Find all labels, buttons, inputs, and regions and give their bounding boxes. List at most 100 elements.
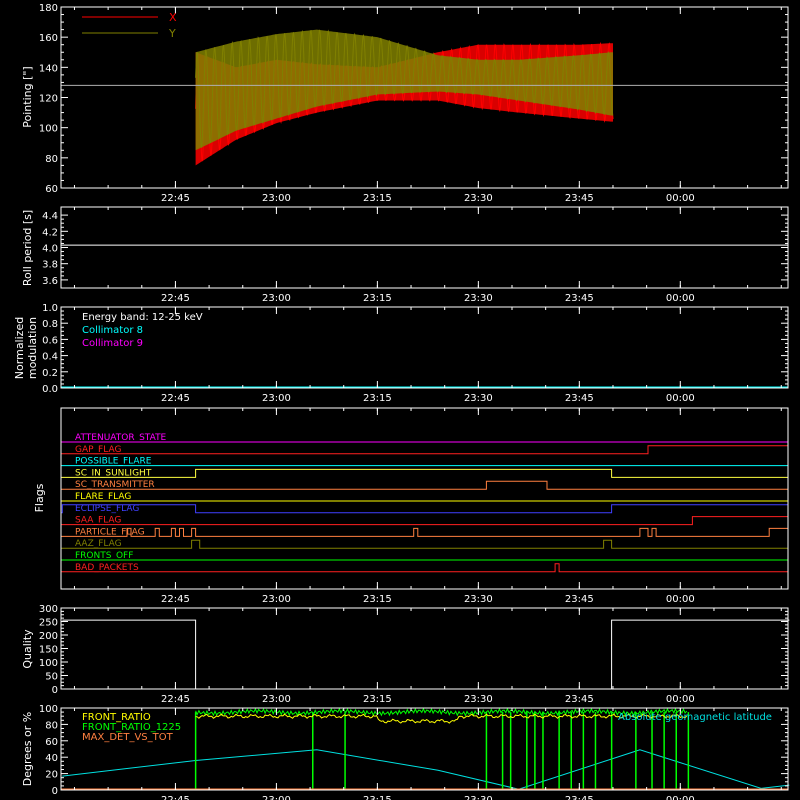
- flag-label-attenuator-state: ATTENUATOR_STATE: [75, 433, 167, 443]
- flags-layer: ATTENUATOR_STATEGAP_FLAGPOSSIBLE_FLARESC…: [61, 433, 789, 573]
- pointing-axes: 22:45 23:00 23:15 23:30 23:45 00:00 60 80 100 120…: [39, 3, 788, 204]
- flag-line-aaz-flag: [61, 539, 788, 549]
- x-tick-label: 22:45: [161, 795, 190, 800]
- pointing-legend: X Y: [82, 11, 177, 40]
- x-tick-label: 23:00: [262, 795, 291, 800]
- energy-band-label: Energy band: 12-25 keV: [82, 312, 203, 323]
- pointing-panel: 22:45 23:00 23:15 23:30 23:45 00:00 60 80 100 120…: [21, 3, 789, 204]
- legend-front-ratio: FRONT_RATIO: [82, 712, 151, 723]
- flag-label-sc-transmitter: SC_TRANSMITTER: [75, 480, 155, 490]
- x-tick-label: 23:00: [262, 694, 291, 705]
- x-tick-label: 22:45: [161, 193, 190, 204]
- y-tick-label: 4.4: [42, 211, 58, 222]
- x-tick-label: 23:45: [565, 293, 594, 304]
- x-tick-label: 23:00: [262, 594, 291, 605]
- y-tick-label: 0: [52, 786, 58, 797]
- y-tick-label: 0.2: [42, 368, 58, 379]
- x-tick-label: 00:00: [666, 393, 695, 404]
- modulation-panel: 22:45 23:00 23:15 23:30 23:45 00:00 0.0 0.2 0.4 0…: [13, 303, 789, 404]
- y-tick-label: 4.0: [42, 244, 58, 255]
- pointing-series-y: [195, 29, 614, 149]
- roll-period-axes: 22:45 23:00 23:15 23:30 23:45 00:00 3.6 3.8 4.0 4…: [42, 207, 788, 304]
- flag-label-possible-flare: POSSIBLE_FLARE: [75, 457, 152, 467]
- x-tick-label: 23:45: [565, 795, 594, 800]
- x-tick-label: 23:15: [363, 193, 392, 204]
- flag-label-aaz-flag: AAZ_FLAG: [75, 539, 122, 549]
- x-tick-label: 00:00: [666, 694, 695, 705]
- x-tick-label: 23:30: [464, 293, 493, 304]
- x-tick-label: 23:45: [565, 694, 594, 705]
- y-tick-label: 120: [39, 94, 58, 105]
- y-tick-label: 160: [39, 33, 58, 44]
- y-tick-label: 300: [39, 604, 58, 615]
- x-tick-label: 23:15: [363, 594, 392, 605]
- x-tick-label: 23:30: [464, 193, 493, 204]
- x-tick-label: 23:45: [565, 594, 594, 605]
- collimator-8-label: Collimator 8: [82, 325, 143, 336]
- x-tick-label: 23:00: [262, 393, 291, 404]
- modulation-axes: 22:45 23:00 23:15 23:30 23:45 00:00 0.0 0.2 0.4 0…: [42, 303, 788, 404]
- y-tick-label: 80: [45, 154, 58, 165]
- x-tick-label: 00:00: [666, 795, 695, 800]
- roll-period-panel: 22:45 23:00 23:15 23:30 23:45 00:00 3.6 3.8 4.0 4…: [21, 206, 789, 304]
- x-tick-label: 23:15: [363, 795, 392, 800]
- y-tick-label: 0: [52, 685, 58, 696]
- x-tick-label: 00:00: [666, 193, 695, 204]
- flag-label-flare-flag: FLARE_FLAG: [75, 492, 131, 502]
- flags-frame: [60, 407, 789, 590]
- quality-panel: 22:45 23:00 23:15 23:30 23:45 00:00 0 50 100 150 2…: [21, 604, 790, 705]
- y-tick-label: 1.0: [42, 303, 58, 314]
- y-tick-label: 140: [39, 63, 58, 74]
- flag-label-sc-in-sunlight: SC_IN_SUNLIGHT: [75, 468, 152, 478]
- y-tick-label: 40: [45, 753, 58, 764]
- flag-label-saa-flag: SAA_FLAG: [75, 516, 121, 526]
- y-tick-label: 100: [39, 658, 58, 669]
- y-tick-label: 60: [45, 184, 58, 195]
- front-ratio-y-label: Degrees or %: [21, 712, 34, 786]
- flag-label-particle-flag: PARTICLE_FLAG: [75, 527, 145, 537]
- legend-geomagnetic-latitude: Absolute geomagnetic latitude: [618, 712, 772, 723]
- y-tick-label: 150: [39, 645, 58, 656]
- modulation-y-label-line2: modulation: [26, 317, 39, 379]
- x-tick-label: 23:00: [262, 293, 291, 304]
- flag-label-fronts-off: FRONTS_OFF: [75, 551, 133, 561]
- y-tick-label: 0.8: [42, 319, 58, 330]
- y-tick-label: 250: [39, 618, 58, 629]
- y-tick-label: 3.6: [42, 276, 58, 287]
- y-tick-label: 0.4: [42, 352, 58, 363]
- y-tick-label: 200: [39, 631, 58, 642]
- y-tick-label: 180: [39, 3, 58, 14]
- roll-period-y-label: Roll period [s]: [21, 210, 34, 286]
- y-tick-label: 4.2: [42, 227, 58, 238]
- x-tick-label: 23:30: [464, 795, 493, 800]
- y-tick-label: 3.8: [42, 260, 58, 271]
- flag-label-eclipse-flag: ECLIPSE_FLAG: [75, 504, 139, 514]
- front-ratio-panel: 22:45 23:00 23:15 23:30 23:45 00:00 0 20 40 60 80 1…: [21, 704, 790, 800]
- front-ratio-series-layer: [61, 707, 790, 790]
- legend-y-label: Y: [168, 27, 176, 40]
- flags-panel: ATTENUATOR_STATEGAP_FLAGPOSSIBLE_FLARESC…: [33, 407, 789, 605]
- quality-axes: 22:45 23:00 23:15 23:30 23:45 00:00 0 50 100 150 2…: [39, 604, 788, 705]
- pointing-y-label: Pointing ["]: [21, 66, 34, 127]
- y-tick-label: 60: [45, 737, 58, 748]
- front-ratio-1225-line: [195, 707, 688, 717]
- x-tick-label: 22:45: [161, 393, 190, 404]
- x-tick-label: 23:30: [464, 594, 493, 605]
- y-tick-label: 50: [45, 672, 58, 683]
- flag-line-sc-in-sunlight: [61, 468, 788, 478]
- x-tick-label: 23:45: [565, 393, 594, 404]
- x-tick-label: 22:45: [161, 293, 190, 304]
- legend-x-label: X: [169, 11, 177, 24]
- x-tick-label: 23:00: [262, 193, 291, 204]
- collimator-9-label: Collimator 9: [82, 338, 143, 349]
- flags-axes: 22:45 23:00 23:15 23:30 23:45 00:00: [73, 408, 782, 605]
- flag-label-gap-flag: GAP_FLAG: [75, 445, 121, 455]
- front-ratio-line: [195, 713, 688, 724]
- flag-line-eclipse-flag: [61, 504, 789, 514]
- pointing-series-layer: [195, 29, 614, 166]
- x-tick-label: 00:00: [666, 293, 695, 304]
- x-tick-label: 23:15: [363, 393, 392, 404]
- y-tick-label: 80: [45, 720, 58, 731]
- geomagnetic-latitude-line: [62, 749, 790, 790]
